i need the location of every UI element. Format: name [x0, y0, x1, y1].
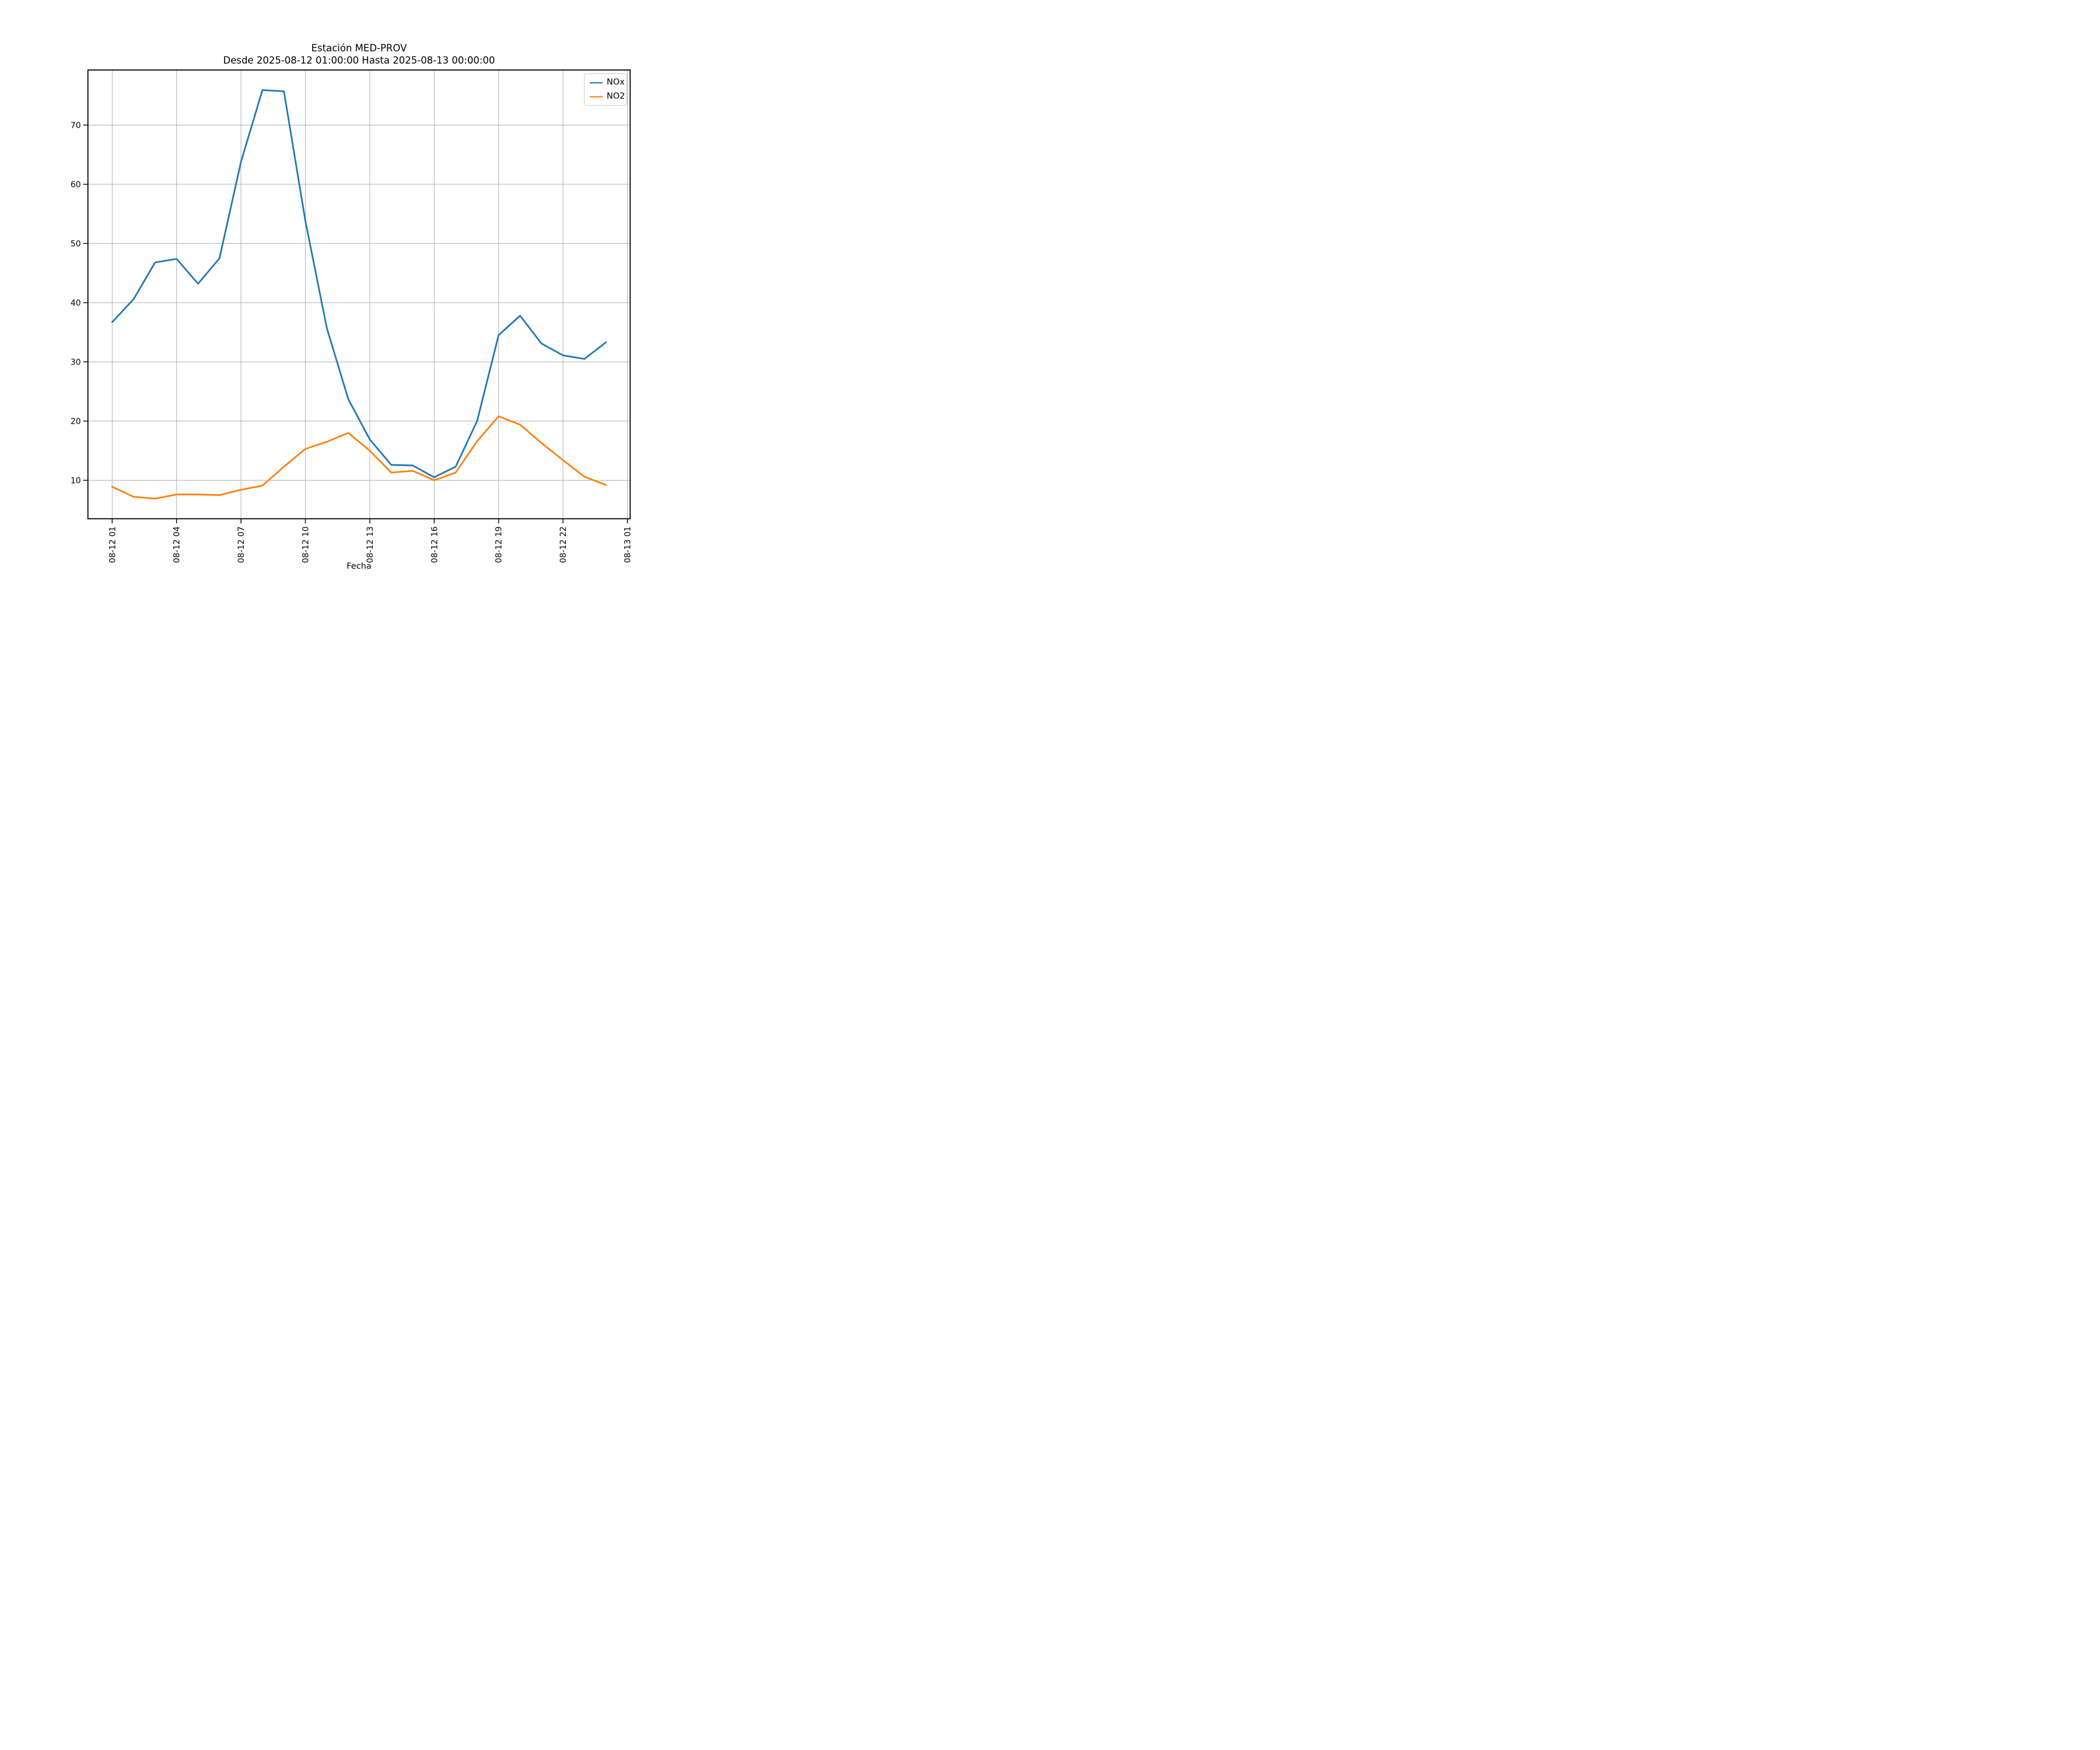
chart-title-line1: Estación MED-PROV — [311, 43, 407, 54]
y-tick-label: 10 — [71, 476, 81, 485]
chart-canvas: 08-12 01 08-12 04 08-12 07 08-12 10 08-12 13… — [71, 69, 633, 563]
chart-title-line2: Desde 2025-08-12 01:00:00 Hasta 2025-08-… — [223, 55, 495, 66]
x-tick-label: 08-12 13 — [366, 526, 375, 563]
x-tick-label: 08-13 01 — [624, 526, 633, 563]
y-tick-label: 60 — [71, 180, 81, 190]
grid-layer — [88, 70, 631, 519]
y-tick-label: 30 — [71, 358, 81, 367]
x-tick-label: 08-12 19 — [495, 526, 504, 563]
y-tick-label: 70 — [71, 121, 81, 130]
chart-title: Estación MED-PROV Desde 2025-08-12 01:00… — [88, 42, 631, 66]
no2-line-swatch — [590, 96, 603, 97]
legend: NOx NO2 — [584, 74, 627, 106]
x-tick-label: 08-12 07 — [237, 526, 246, 563]
figure: 08-12 01 08-12 04 08-12 07 08-12 10 08-12 13… — [0, 0, 700, 583]
legend-item-nox: NOx — [590, 78, 625, 87]
series-line-no2 — [111, 415, 607, 500]
y-tick-label: 20 — [71, 417, 81, 426]
legend-label-nox: NOx — [607, 78, 625, 87]
x-tick-label: 08-12 01 — [108, 526, 117, 563]
y-tick-label: 50 — [71, 239, 81, 249]
x-tick-label: 08-12 10 — [301, 526, 310, 563]
nox-line-swatch — [590, 82, 603, 83]
x-tick-label: 08-12 04 — [173, 526, 182, 563]
x-axis-label: Fecha — [346, 562, 372, 571]
legend-item-no2: NO2 — [590, 92, 625, 101]
series-layer — [111, 89, 607, 500]
x-tick-label: 08-12 22 — [559, 526, 568, 563]
x-tick-label: 08-12 16 — [430, 526, 439, 563]
series-line-nox — [111, 89, 607, 478]
tick-layer: 08-12 01 08-12 04 08-12 07 08-12 10 08-12 13… — [71, 121, 633, 563]
axes-frame — [87, 69, 631, 520]
legend-label-no2: NO2 — [607, 92, 625, 101]
y-tick-label: 40 — [71, 299, 81, 308]
